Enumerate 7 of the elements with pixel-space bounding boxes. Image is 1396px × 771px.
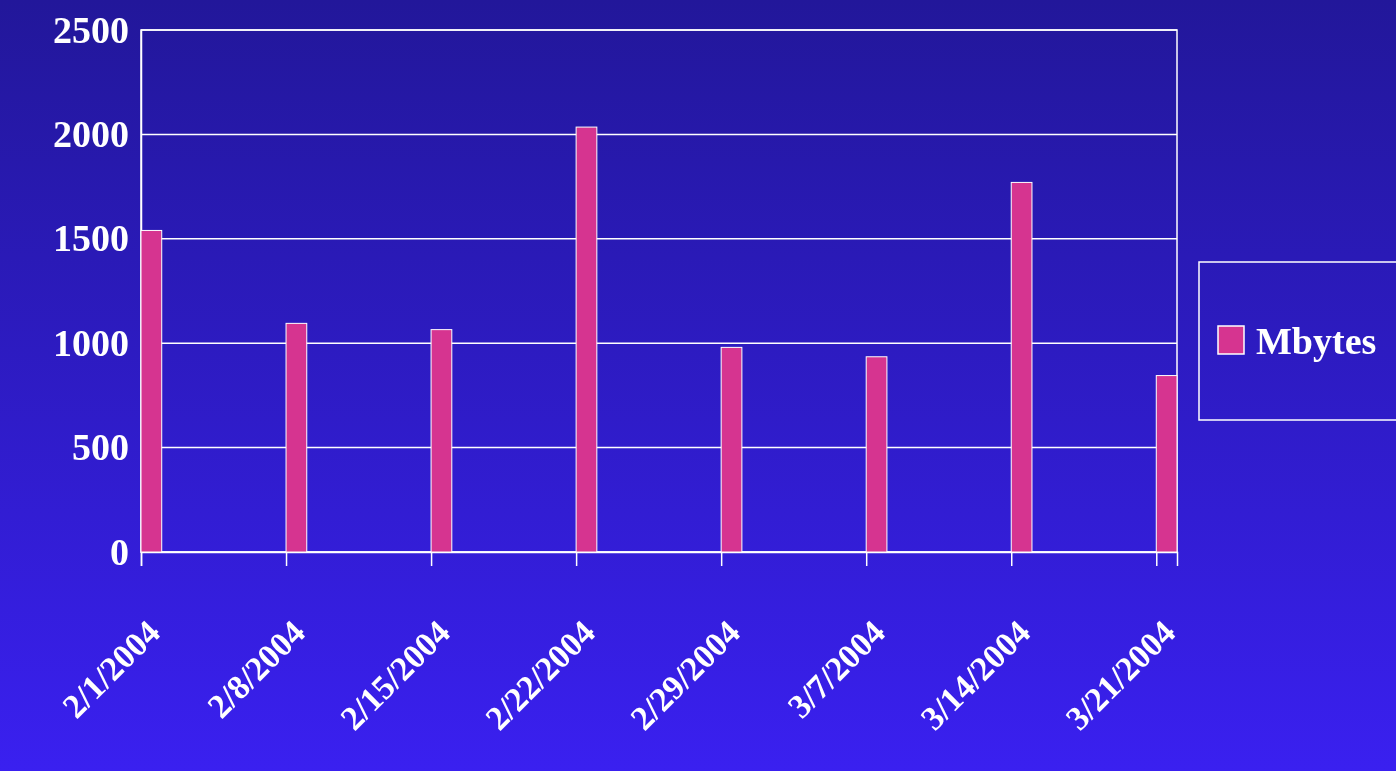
y-tick-label: 1500 bbox=[53, 217, 129, 260]
y-tick-label: 500 bbox=[72, 426, 129, 469]
y-tick-label: 2500 bbox=[53, 8, 129, 51]
y-tick-label: 2000 bbox=[53, 113, 129, 156]
y-tick-label: 0 bbox=[110, 530, 129, 573]
y-tick-label: 1000 bbox=[53, 321, 129, 364]
legend-label: Mbytes bbox=[1256, 320, 1377, 363]
